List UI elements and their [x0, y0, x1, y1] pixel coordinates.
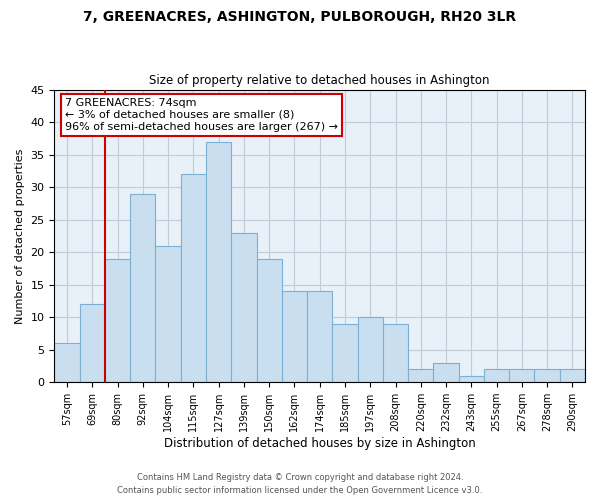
- Bar: [383, 324, 408, 382]
- Bar: [433, 362, 458, 382]
- Bar: [257, 258, 282, 382]
- Y-axis label: Number of detached properties: Number of detached properties: [15, 148, 25, 324]
- Bar: [181, 174, 206, 382]
- Bar: [206, 142, 231, 382]
- Bar: [408, 369, 433, 382]
- Text: 7, GREENACRES, ASHINGTON, PULBOROUGH, RH20 3LR: 7, GREENACRES, ASHINGTON, PULBOROUGH, RH…: [83, 10, 517, 24]
- Text: Contains HM Land Registry data © Crown copyright and database right 2024.
Contai: Contains HM Land Registry data © Crown c…: [118, 474, 482, 495]
- Bar: [130, 194, 155, 382]
- Text: 7 GREENACRES: 74sqm
← 3% of detached houses are smaller (8)
96% of semi-detached: 7 GREENACRES: 74sqm ← 3% of detached hou…: [65, 98, 338, 132]
- Bar: [282, 291, 307, 382]
- Bar: [155, 246, 181, 382]
- Bar: [358, 317, 383, 382]
- Bar: [307, 291, 332, 382]
- Bar: [560, 369, 585, 382]
- Bar: [105, 258, 130, 382]
- Bar: [332, 324, 358, 382]
- Bar: [509, 369, 535, 382]
- Title: Size of property relative to detached houses in Ashington: Size of property relative to detached ho…: [149, 74, 490, 87]
- Bar: [535, 369, 560, 382]
- Bar: [80, 304, 105, 382]
- Bar: [55, 343, 80, 382]
- X-axis label: Distribution of detached houses by size in Ashington: Distribution of detached houses by size …: [164, 437, 476, 450]
- Bar: [484, 369, 509, 382]
- Bar: [458, 376, 484, 382]
- Bar: [231, 232, 257, 382]
